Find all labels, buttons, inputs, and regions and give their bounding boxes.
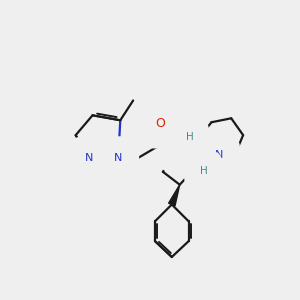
Text: H: H — [186, 132, 194, 142]
Text: N: N — [114, 153, 122, 163]
Text: O: O — [155, 117, 165, 130]
Text: N: N — [84, 153, 93, 163]
Polygon shape — [169, 185, 180, 206]
Text: N: N — [176, 147, 184, 157]
Text: H: H — [200, 166, 207, 176]
Text: N: N — [215, 150, 224, 160]
